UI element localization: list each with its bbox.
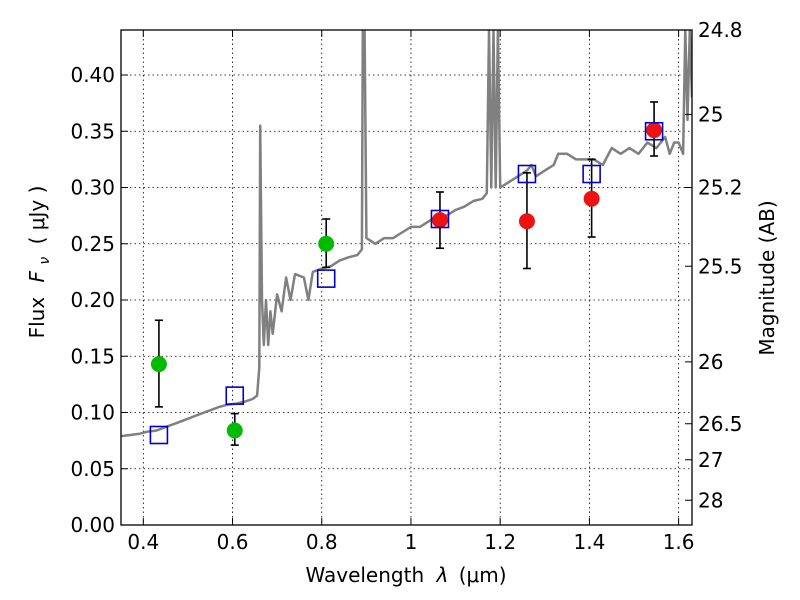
square-marker — [430, 209, 450, 229]
square-marker — [149, 425, 169, 445]
circle-marker — [150, 356, 167, 373]
x-tick-label: 0.6 — [217, 530, 249, 554]
square-marker — [517, 164, 537, 184]
y-axis-label-subscript: ν — [37, 257, 53, 265]
y2-tick-label: 25.5 — [698, 254, 743, 278]
circle-marker — [226, 422, 243, 439]
data-markers — [149, 121, 664, 445]
y-axis-label-unit: ( μJy ) — [25, 186, 49, 245]
square-marker — [582, 164, 601, 184]
x-axis-label-unit: (μm) — [459, 563, 507, 587]
y-tick-label: 0.40 — [70, 63, 115, 87]
x-tick-label: 0.4 — [127, 530, 159, 554]
square-marker — [225, 386, 245, 405]
x-axis-label-symbol: λ — [436, 563, 449, 587]
circle-marker — [518, 213, 535, 230]
y-tick-label: 0.15 — [70, 344, 115, 368]
model-spectrum — [121, 30, 692, 438]
y-axis-ticks: 0.00 0.05 0.10 0.15 0.20 0.25 0.30 0.35 0.40 — [70, 63, 128, 537]
x-tick-label: 1.4 — [573, 530, 605, 554]
y2-tick-label: 26.5 — [698, 412, 743, 436]
y-tick-label: 0.05 — [70, 457, 115, 481]
grid-lines — [121, 30, 692, 526]
plot-frame — [120, 29, 693, 526]
square-marker — [316, 269, 336, 288]
x-tick-label: 1.2 — [484, 530, 516, 554]
y2-axis-label: Magnitude (AB) — [755, 200, 779, 355]
y2-tick-label: 25.2 — [698, 176, 743, 200]
x-axis-ticks: 0.4 0.6 0.8 1 1.2 1.4 1.6 — [127, 30, 695, 554]
spectrum-line — [121, 30, 692, 438]
square-marker — [644, 121, 664, 141]
y-tick-label: 0.30 — [70, 176, 115, 200]
y-axis-label-text: Flux — [25, 297, 49, 339]
y-axis-label: Flux F ν ( μJy ) — [25, 186, 54, 339]
y-tick-label: 0.25 — [70, 232, 115, 256]
circle-marker — [646, 122, 663, 139]
x-axis-label-text: Wavelength — [305, 563, 424, 587]
y2-tick-label: 25 — [698, 102, 723, 126]
y2-tick-label: 27 — [698, 448, 723, 472]
y-tick-label: 0.00 — [70, 513, 115, 537]
x-tick-label: 1 — [405, 530, 418, 554]
circle-marker — [318, 235, 335, 252]
circle-marker — [431, 212, 448, 229]
circle-marker — [583, 190, 600, 207]
y-axis-label-symbol: F — [25, 270, 49, 282]
y-tick-label: 0.35 — [70, 119, 115, 143]
y2-tick-label: 24.8 — [698, 18, 743, 42]
x-tick-label: 0.8 — [306, 530, 338, 554]
y2-tick-label: 28 — [698, 488, 723, 512]
y-tick-label: 0.20 — [70, 288, 115, 312]
x-axis-label: Wavelength λ (μm) — [305, 563, 506, 587]
y-tick-label: 0.10 — [70, 401, 115, 425]
y2-tick-label: 26 — [698, 350, 723, 374]
x-tick-label: 1.6 — [663, 530, 695, 554]
y2-axis-ticks: 24.8 25 25.2 25.5 26 26.5 27 28 — [685, 18, 743, 512]
